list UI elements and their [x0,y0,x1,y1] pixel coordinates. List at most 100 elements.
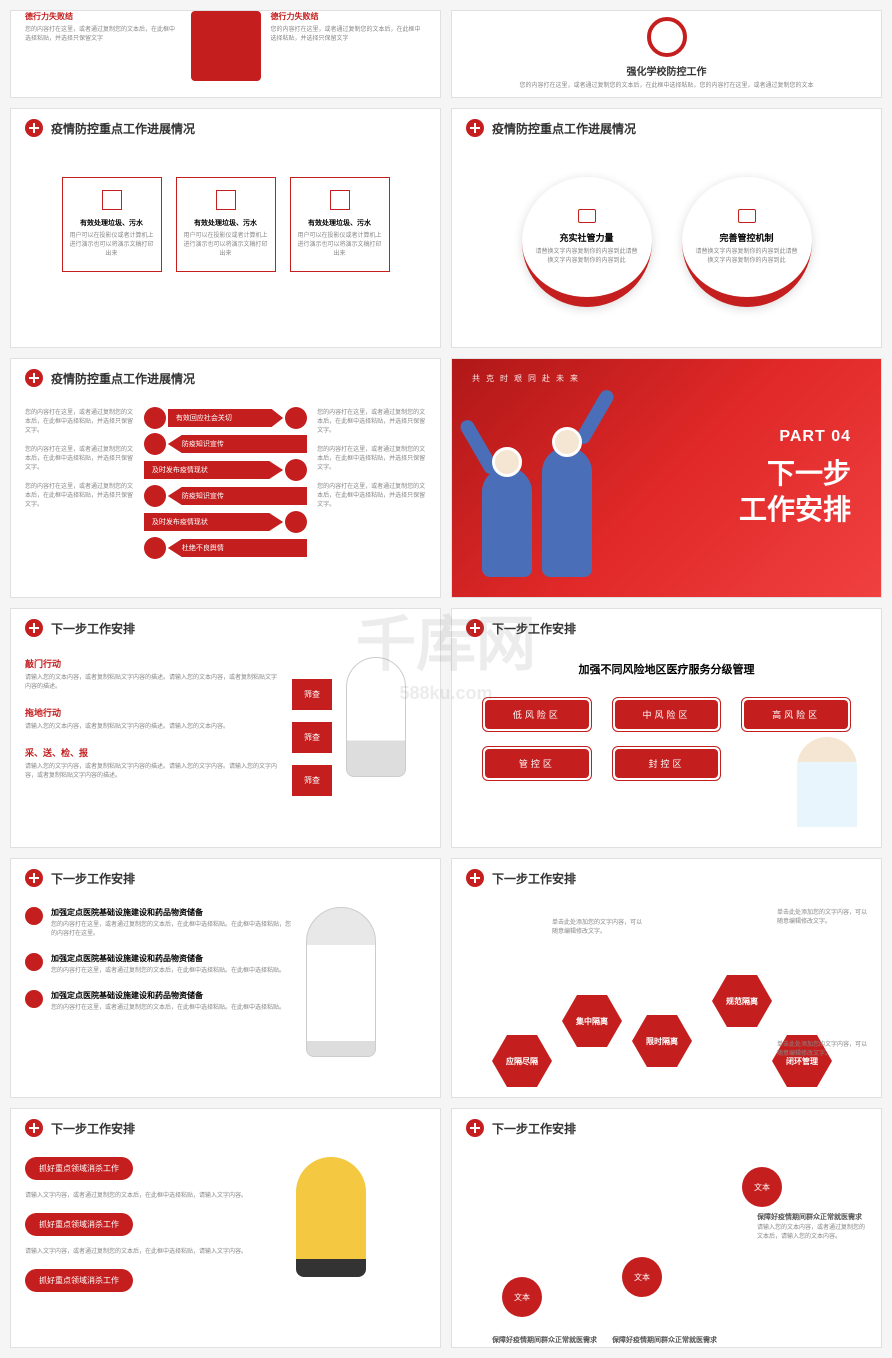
arrow-r2: 及时发布疫情现状 [144,513,283,531]
s4-c1-title: 完善管控机制 [719,231,773,244]
hex-0: 应隔尽隔 [492,1035,552,1087]
slide-4: 疫情防控重点工作进展情况 充实社管力量 请替换文字内容复制你的内容到此请替换文字… [451,108,882,348]
plus-icon [466,119,484,137]
slide-7-title: 下一步工作安排 [51,620,135,637]
s6-title-1: 下一步 [739,456,851,492]
briefcase-icon [738,209,756,223]
slide-5-title: 疫情防控重点工作进展情况 [51,370,195,387]
s2-title: 强化学校防控工作 [492,63,841,78]
plus-icon [466,619,484,637]
s3-box-2: 有效处理垃圾、污水 用户可以在投影仪或者计算机上进行演示也可以将演示文稿打印出来 [290,177,390,272]
s3-box-1-title: 有效处理垃圾、污水 [183,218,269,228]
s9-item-2: 加强定点医院基础设施建设和药品物资储备 您的内容打在这里，或者通过复制您的文本后… [25,990,296,1013]
s7-item-0: 敲门行动 请输入您的文本内容，或者复制粘贴文字内容的描述。请输入您的文本内容，或… [25,657,278,692]
arrow-r0: 有效回应社会关切 [168,409,283,427]
bullet-icon [25,953,43,971]
s4-circle-0: 充实社管力量 请替换文字内容复制你的内容到此请替换文字内容复制你的内容到此 [522,177,652,307]
slide-10: 下一步工作安排 应隔尽隔 集中隔离 限时隔离 规范隔离 闭环管理 单击此处添加您… [451,858,882,1098]
slide-12: 下一步工作安排 文本 文本 文本 保障好疫情期间群众正常就医需求 保障好疫情期间… [451,1108,882,1348]
flask-icon [144,407,166,429]
s8-b4-label: 封控区 [615,749,719,778]
s7-btn-0: 筛查 [292,679,332,710]
s6-part: PART 04 [739,428,851,446]
s11-tag-0: 抓好重点领域消杀工作 [25,1157,133,1180]
s4-circle-1: 完善管控机制 请替换文字内容复制你的内容到此请替换文字内容复制你的内容到此 [682,177,812,307]
s12-l0: 保障好疫情期间群众正常就医需求 [492,1335,602,1347]
s5-r-1: 您的内容打在这里，或者通过复制您的文本后，在此框中选择粘贴，并选择只保留文字。 [317,444,426,471]
crab-icon [285,459,307,481]
s1-right-desc: 您的内容打在这里，或者通过复制您的文本后，在此框中选择粘贴，并选择只保留文字 [271,26,427,44]
sprayer-illustration [346,657,426,817]
s8-btn-2: 高风险区 [741,697,851,732]
s9-item-0: 加强定点医院基础设施建设和药品物资储备 您的内容打在这里，或者通过复制您的文本后… [25,907,296,939]
s8-b2-label: 高风险区 [744,700,848,729]
bullet-icon [25,907,43,925]
cap-icon [144,485,166,507]
chart-icon [102,190,122,210]
s3-box-0: 有效处理垃圾、污水 用户可以在投影仪或者计算机上进行演示也可以将演示文稿打印出来 [62,177,162,272]
s11-d1: 请输入文字内容，或者通过复制您的文本后，在此框中选择粘贴，请输入文字内容。 [25,1248,286,1257]
s3-box-1: 有效处理垃圾、污水 用户可以在投影仪或者计算机上进行演示也可以将演示文稿打印出来 [176,177,276,272]
s1-left-title: 德行力失败结 [25,11,181,22]
s9-i2-desc: 您的内容打在这里，或者通过复制您的文本后，在此框中选择粘贴。在此框中选择粘贴。 [51,1004,296,1013]
s11-d0: 请输入文字内容，或者通过复制您的文本后，在此框中选择粘贴，请输入文字内容。 [25,1192,286,1201]
plus-icon [466,869,484,887]
person-icon [285,407,307,429]
slide-6-section-divider: 共克时艰同赴未来 PART 04 下一步 工作安排 [451,358,882,598]
s10-l2: 单击此处添加您的文字内容，可以随意编辑修改文字。 [777,1039,867,1057]
s5-l-2: 您的内容打在这里，或者通过复制您的文本后，在此框中选择粘贴，并选择只保留文字。 [25,481,134,508]
slide-8: 下一步工作安排 加强不同风险地区医疗服务分级管理 低风险区 中风险区 高风险区 … [451,608,882,848]
s4-c0-title: 充实社管力量 [559,231,613,244]
slides-grid: 德行力失败结 您的内容打在这里，或者通过复制您的文本后，在此框中选择粘贴，并选择… [0,0,892,1358]
s7-i2-title: 采、送、检、报 [25,746,278,759]
s7-item-2: 采、送、检、报 请输入您的文字内容，或者复制粘贴文字内容的描述。请输入您的文字内… [25,746,278,781]
bullet-icon [25,990,43,1008]
s12-l1-t: 保障好疫情期间群众正常就医需求 [612,1335,722,1345]
slide-5: 疫情防控重点工作进展情况 您的内容打在这里，或者通过复制您的文本后，在此框中选择… [10,358,441,598]
hex-1: 集中隔离 [562,995,622,1047]
s8-b3-label: 管控区 [485,749,589,778]
s12-l2-d: 请输入您的文本内容，或者通过复制您的文本后，请输入您的文本内容。 [757,1224,867,1242]
fist-raise-illustration [306,907,426,1087]
yellow-sprayer-illustration [296,1157,426,1317]
s5-r-2: 您的内容打在这里，或者通过复制您的文本后，在此框中选择粘贴，并选择只保留文字。 [317,481,426,508]
s8-b0-label: 低风险区 [485,700,589,729]
slide-7: 下一步工作安排 敲门行动 请输入您的文本内容，或者复制粘贴文字内容的描述。请输入… [10,608,441,848]
s5-l-0: 您的内容打在这里，或者通过复制您的文本后，在此框中选择粘贴，并选择只保留文字。 [25,407,134,434]
s10-l0: 单击此处添加您的文字内容，可以随意编辑修改文字。 [552,917,642,935]
slide-3-title: 疫情防控重点工作进展情况 [51,120,195,137]
s7-i1-desc: 请输入您的文本内容，或者复制粘贴文字内容的描述。请输入您的文本内容。 [25,723,278,732]
s4-c0-desc: 请替换文字内容复制你的内容到此请替换文字内容复制你的内容到此 [536,248,638,266]
s12-c1: 文本 [622,1257,662,1297]
s1-right-title: 德行力失败结 [271,11,427,22]
slide-12-title: 下一步工作安排 [492,1120,576,1137]
s7-btn-1: 筛查 [292,722,332,753]
s5-r-0: 您的内容打在这里，或者通过复制您的文本后，在此框中选择粘贴，并选择只保留文字。 [317,407,426,434]
s8-btn-0: 低风险区 [482,697,592,732]
s12-l2: 保障好疫情期间群众正常就医需求 请输入您的文本内容，或者通过复制您的文本后，请输… [757,1212,867,1242]
building-icon [216,190,236,210]
slide-11-title: 下一步工作安排 [51,1120,135,1137]
s9-i0-desc: 您的内容打在这里，或者通过复制您的文本后，在此框中选择粘贴。在此框中选择粘贴，您… [51,921,296,939]
wallet-icon [578,209,596,223]
s3-box-0-desc: 用户可以在投影仪或者计算机上进行演示也可以将演示文稿打印出来 [69,232,155,259]
s7-i2-desc: 请输入您的文字内容，或者复制粘贴文字内容的描述。请输入您的文字内容。请输入您的文… [25,763,278,781]
s7-i0-title: 敲门行动 [25,657,278,670]
s2-desc: 您的内容打在这里，或者通过复制您的文本后，在此框中选择粘贴，您的内容打在这里，或… [492,82,841,91]
s9-i0-title: 加强定点医院基础设施建设和药品物资储备 [51,907,296,918]
s10-l1: 单击此处添加您的文字内容，可以随意编辑修改文字。 [777,907,867,925]
slide-4-title: 疫情防控重点工作进展情况 [492,120,636,137]
s5-l-1: 您的内容打在这里，或者通过复制您的文本后，在此框中选择粘贴，并选择只保留文字。 [25,444,134,471]
slide-10-title: 下一步工作安排 [492,870,576,887]
s9-item-1: 加强定点医院基础设施建设和药品物资储备 您的内容打在这里，或者通过复制您的文本后… [25,953,296,976]
s8-subtitle: 加强不同风险地区医疗服务分级管理 [452,661,881,677]
plus-icon [25,119,43,137]
s12-l2-t: 保障好疫情期间群众正常就医需求 [757,1212,867,1222]
s9-i2-title: 加强定点医院基础设施建设和药品物资储备 [51,990,296,1001]
s8-btn-1: 中风险区 [612,697,722,732]
slide-9-title: 下一步工作安排 [51,870,135,887]
plus-icon [25,869,43,887]
medical-workers-illustration [482,397,632,577]
slide-1: 德行力失败结 您的内容打在这里，或者通过复制您的文本后，在此框中选择粘贴，并选择… [10,10,441,98]
s1-left-desc: 您的内容打在这里，或者通过复制您的文本后，在此框中选择粘贴，并选择只保留文字 [25,26,181,44]
